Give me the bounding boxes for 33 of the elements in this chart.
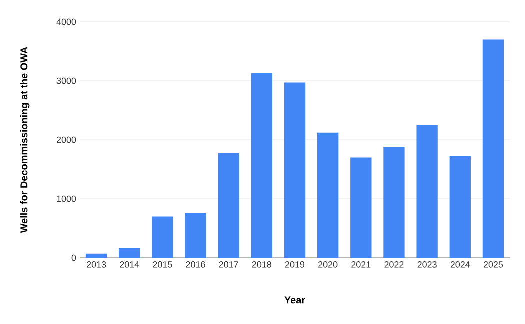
y-axis-title: Wells for Decommissioning at the OWA [20, 47, 30, 234]
y-tick-label: 0 [72, 254, 76, 262]
x-tick-label: 2014 [120, 262, 140, 268]
x-tick-label: 2024 [450, 262, 470, 268]
x-tick-label: 2019 [285, 262, 305, 268]
bar [86, 254, 108, 258]
bar [218, 152, 240, 258]
x-tick-label: 2022 [384, 262, 404, 268]
bar [185, 213, 206, 258]
x-tick-label: 2016 [186, 262, 206, 268]
x-tick-label: 2013 [87, 262, 106, 268]
x-tick-label: 2015 [153, 262, 172, 268]
bar [482, 40, 504, 258]
x-tick-label: 2025 [484, 262, 504, 268]
x-axis-title: Year [284, 296, 306, 304]
bar [119, 248, 140, 258]
bar [384, 147, 405, 258]
x-tick-label: 2017 [219, 262, 238, 268]
y-tick-label: 1000 [57, 196, 76, 202]
bar [450, 156, 471, 258]
bar [152, 216, 174, 258]
y-tick-label: 3000 [56, 78, 76, 84]
bar [284, 82, 306, 258]
y-tick-label: 4000 [56, 18, 76, 26]
x-tick-label: 2023 [418, 262, 437, 268]
y-tick-label: 2000 [56, 136, 76, 144]
x-tick-label: 2018 [252, 262, 272, 268]
bar [350, 158, 372, 258]
bar [416, 125, 438, 258]
bar [251, 73, 273, 258]
x-tick-label: 2020 [318, 262, 338, 268]
bar [317, 132, 339, 258]
x-tick-label: 2021 [352, 262, 371, 268]
